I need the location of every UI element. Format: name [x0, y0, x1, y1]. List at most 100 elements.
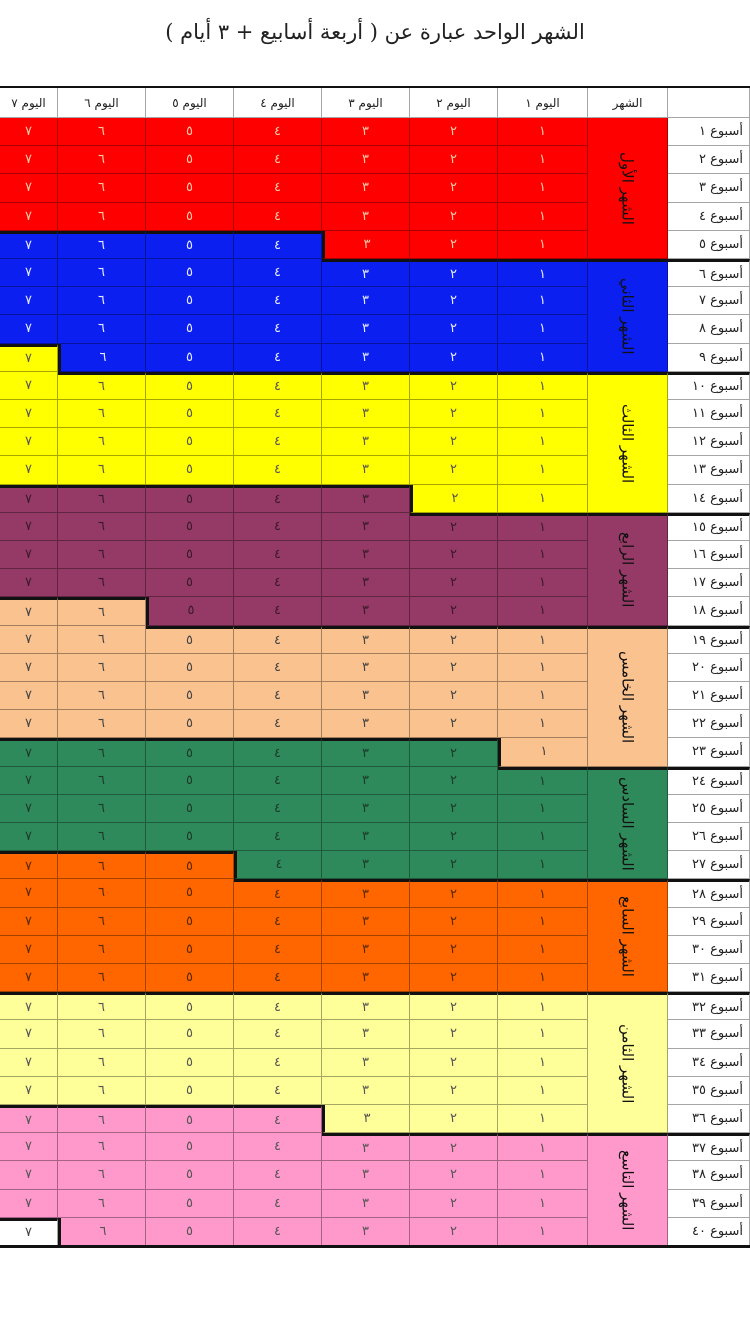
day-cell: ٣	[322, 174, 410, 203]
day-cell: ٤	[234, 1105, 322, 1134]
day-cell: ٤	[234, 174, 322, 203]
day-cell: ٣	[322, 484, 410, 513]
week-label: أسبوع ٢٣	[668, 738, 750, 767]
day-cell: ٧	[0, 259, 58, 288]
day-cell: ٥	[146, 964, 234, 993]
day-cell: ١	[498, 653, 588, 682]
day-cell: ٢	[410, 202, 498, 231]
day-cell: ٦	[58, 343, 146, 372]
day-cell: ٢	[410, 259, 498, 288]
day-cell: ٤	[234, 1161, 322, 1190]
day-cell: ٤	[234, 653, 322, 682]
month-label-cell: الشهر الثامن	[588, 992, 668, 1134]
page-title: الشهر الواحد عبارة عن ( أربعة أسابيع + ٣…	[165, 20, 585, 44]
week-label: أسبوع ٣	[668, 174, 750, 203]
pregnancy-weeks-table: الشهر اليوم ١ اليوم ٢ اليوم ٣ اليوم ٤ اليوم ٥…	[0, 88, 750, 1248]
day-cell: ١	[498, 371, 588, 400]
month-label-cell: الشهر الرابع	[588, 512, 668, 626]
day-cell: ٥	[146, 541, 234, 570]
day-cell: ٥	[146, 343, 234, 372]
month-label-cell: الشهر السابع	[588, 879, 668, 993]
day-cell: ٢	[410, 794, 498, 823]
day-cell: ١	[498, 315, 588, 344]
day-cell: ٧	[0, 315, 58, 344]
day-cell: ٣	[322, 794, 410, 823]
week-label: أسبوع ٣٠	[668, 935, 750, 964]
day-cell: ٣	[322, 202, 410, 231]
day-cell: ٧	[0, 569, 58, 598]
day-cell: ٢	[410, 146, 498, 175]
header-blank	[668, 88, 750, 118]
day-cell: ٢	[410, 1161, 498, 1190]
day-cell: ٧	[0, 653, 58, 682]
day-cell: ٤	[234, 259, 322, 288]
day-cell: ٤	[234, 710, 322, 739]
day-cell: ٥	[146, 1189, 234, 1218]
day-cell: ١	[498, 1076, 588, 1105]
day-cell: ٦	[58, 1189, 146, 1218]
day-cell: ٧	[0, 428, 58, 457]
day-cell: ٣	[322, 541, 410, 570]
day-cell: ٥	[146, 1020, 234, 1049]
week-label: أسبوع ١٣	[668, 456, 750, 485]
day-cell: ٢	[410, 174, 498, 203]
day-cell: ٦	[58, 682, 146, 711]
day-cell: ١	[498, 710, 588, 739]
day-cell: ١	[498, 1161, 588, 1190]
day-cell: ٧	[0, 1189, 58, 1218]
day-cell: ٦	[58, 118, 146, 147]
day-cell: ٣	[322, 710, 410, 739]
day-cell: ٧	[0, 484, 58, 513]
day-cell: ٧	[0, 625, 58, 654]
week-label: أسبوع ٦	[668, 259, 750, 288]
day-cell: ٦	[58, 174, 146, 203]
day-cell: ٤	[234, 907, 322, 936]
day-cell: ٧	[0, 710, 58, 739]
day-cell: ٥	[146, 259, 234, 288]
day-cell: ٣	[322, 738, 410, 767]
day-cell: ١	[498, 823, 588, 852]
week-label: أسبوع ٢٤	[668, 766, 750, 795]
day-cell: ٣	[322, 964, 410, 993]
day-cell: ٤	[234, 1189, 322, 1218]
day-cell: ٤	[234, 851, 322, 880]
day-cell: ٧	[0, 202, 58, 231]
day-cell: ٢	[410, 992, 498, 1021]
day-cell: ٦	[58, 992, 146, 1021]
day-cell: ٧	[0, 794, 58, 823]
day-cell: ٣	[322, 935, 410, 964]
day-cell: ١	[498, 259, 588, 288]
day-cell: ٣	[322, 456, 410, 485]
day-cell: ٤	[234, 682, 322, 711]
day-cell: ٤	[234, 371, 322, 400]
day-cell: ٣	[322, 428, 410, 457]
day-cell: ٣	[322, 597, 410, 626]
day-cell: ١	[498, 541, 588, 570]
week-label: أسبوع ٤٠	[668, 1217, 750, 1246]
day-cell: ٧	[0, 935, 58, 964]
day-cell: ٥	[146, 823, 234, 852]
day-cell: ٥	[146, 653, 234, 682]
day-cell: ٥	[146, 1217, 234, 1246]
day-cell: ٧	[0, 287, 58, 316]
week-label: أسبوع ٤	[668, 202, 750, 231]
day-cell: ٤	[234, 484, 322, 513]
day-cell: ٦	[58, 569, 146, 598]
day-cell: ٦	[58, 371, 146, 400]
day-cell: ٢	[410, 371, 498, 400]
day-cell: ١	[498, 146, 588, 175]
month-label-cell: الشهر الثاني	[588, 259, 668, 372]
day-cell: ٣	[322, 879, 410, 908]
day-cell: ٤	[234, 794, 322, 823]
week-label: أسبوع ٢	[668, 146, 750, 175]
day-cell: ١	[498, 992, 588, 1021]
week-label: أسبوع ٣٤	[668, 1048, 750, 1077]
day-cell: ٦	[58, 1161, 146, 1190]
week-label: أسبوع ٧	[668, 287, 750, 316]
week-label: أسبوع ٢٦	[668, 823, 750, 852]
day-cell: ٤	[234, 456, 322, 485]
week-label: أسبوع ٢٩	[668, 907, 750, 936]
day-cell: ٧	[0, 118, 58, 147]
day-cell: ٦	[58, 1020, 146, 1049]
day-cell: ٢	[410, 541, 498, 570]
